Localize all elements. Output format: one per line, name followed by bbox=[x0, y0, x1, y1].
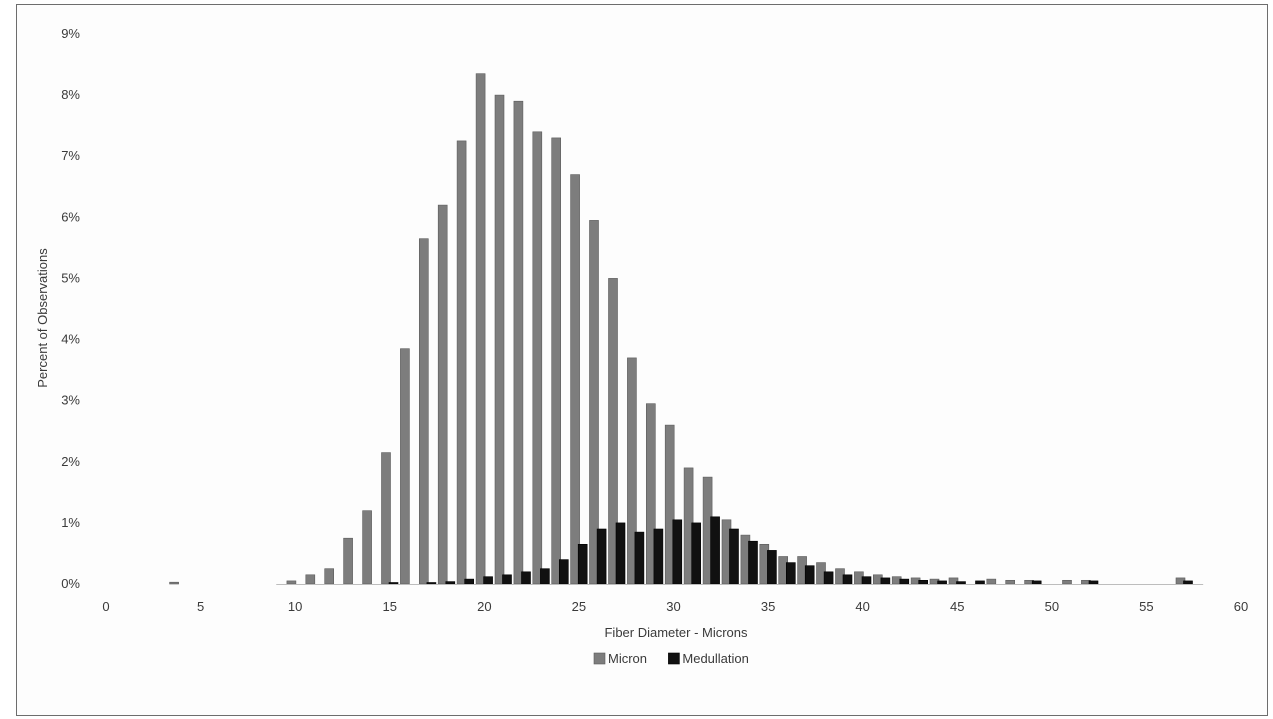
medullation-bar bbox=[880, 577, 891, 585]
medullation-bar bbox=[464, 578, 475, 585]
micron-bar bbox=[570, 174, 580, 585]
x-tick-label: 60 bbox=[1234, 599, 1248, 614]
y-tick-label: 0% bbox=[61, 576, 80, 591]
y-tick-label: 1% bbox=[61, 515, 80, 530]
micron-bar bbox=[169, 581, 179, 585]
x-tick-label: 30 bbox=[666, 599, 680, 614]
x-tick-label: 35 bbox=[761, 599, 775, 614]
medullation-bar bbox=[956, 581, 966, 585]
medullation-bar bbox=[577, 543, 588, 585]
medullation-bar bbox=[653, 528, 664, 585]
x-tick-label: 40 bbox=[855, 599, 869, 614]
y-tick-label: 6% bbox=[61, 209, 80, 224]
x-tick-label: 10 bbox=[288, 599, 302, 614]
x-tick-label: 50 bbox=[1045, 599, 1059, 614]
medullation-bar bbox=[918, 579, 929, 585]
y-tick-label: 9% bbox=[61, 26, 80, 41]
y-axis-ticks: 0% 1% 2% 3% 4% 5% 6% 7% 8% 9% bbox=[61, 26, 80, 591]
legend-label: Micron bbox=[608, 651, 647, 666]
medullation-bar bbox=[899, 578, 910, 585]
medullation-bar bbox=[558, 559, 569, 585]
x-tick-label: 20 bbox=[477, 599, 491, 614]
medullation-bar bbox=[540, 568, 550, 585]
micron-bar bbox=[456, 140, 467, 585]
micron-bar bbox=[1062, 579, 1072, 585]
medullation-bar bbox=[672, 519, 683, 585]
micron-bar bbox=[305, 574, 316, 585]
medullation-bar bbox=[1031, 580, 1042, 585]
x-axis-title: Fiber Diameter - Microns bbox=[604, 625, 748, 640]
bar-series bbox=[169, 73, 1193, 585]
medullation-bar bbox=[975, 580, 985, 585]
micron-bar bbox=[475, 73, 486, 585]
x-tick-label: 55 bbox=[1139, 599, 1153, 614]
chart-frame bbox=[16, 4, 1268, 716]
x-tick-label: 15 bbox=[383, 599, 397, 614]
y-tick-label: 5% bbox=[61, 270, 80, 285]
legend-label: Medullation bbox=[682, 651, 749, 666]
micron-bar bbox=[1005, 579, 1016, 585]
medullation-bar bbox=[615, 522, 626, 585]
legend-swatch bbox=[668, 652, 680, 665]
medullation-bar bbox=[634, 531, 645, 585]
medullation-bar bbox=[937, 580, 947, 585]
medullation-bar bbox=[388, 582, 399, 585]
micron-bar bbox=[986, 578, 997, 585]
medullation-bar bbox=[1183, 580, 1193, 585]
y-tick-label: 7% bbox=[61, 148, 80, 163]
x-axis-ticks: 0 5 10 15 20 25 30 35 40 45 50 55 60 bbox=[102, 599, 1248, 614]
micron-bar bbox=[400, 348, 410, 585]
micron-bar bbox=[381, 452, 391, 585]
micron-bar bbox=[418, 238, 429, 585]
medullation-bar bbox=[785, 562, 796, 585]
medullation-bar bbox=[426, 582, 437, 585]
micron-bar bbox=[286, 580, 297, 585]
micron-bar bbox=[551, 137, 562, 585]
micron-bar bbox=[513, 100, 524, 585]
micron-bar bbox=[437, 204, 448, 585]
y-tick-label: 2% bbox=[61, 454, 80, 469]
medullation-bar bbox=[729, 528, 739, 585]
medullation-bar bbox=[861, 576, 872, 585]
medullation-bar bbox=[691, 522, 702, 585]
medullation-bar bbox=[842, 574, 853, 585]
micron-bar bbox=[362, 510, 372, 585]
micron-bar bbox=[343, 537, 353, 585]
medullation-bar bbox=[521, 571, 531, 585]
medullation-bar bbox=[710, 516, 720, 585]
medullation-bar bbox=[483, 576, 493, 585]
x-tick-label: 0 bbox=[102, 599, 109, 614]
micron-bar bbox=[532, 131, 543, 585]
x-tick-label: 5 bbox=[197, 599, 204, 614]
medullation-bar bbox=[1088, 580, 1099, 585]
micron-bar bbox=[494, 94, 505, 585]
medullation-bar bbox=[445, 581, 456, 585]
medullation-bar bbox=[804, 565, 815, 585]
medullation-bar bbox=[823, 571, 834, 585]
micron-bar bbox=[324, 568, 335, 585]
y-tick-label: 3% bbox=[61, 393, 80, 408]
medullation-bar bbox=[748, 540, 758, 585]
medullation-bar bbox=[767, 550, 777, 585]
legend-swatch bbox=[593, 652, 606, 665]
y-axis-title: Percent of Observations bbox=[35, 248, 50, 388]
x-tick-label: 45 bbox=[950, 599, 964, 614]
medullation-bar bbox=[502, 574, 512, 585]
y-tick-label: 8% bbox=[61, 87, 80, 102]
legend: Micron Medullation bbox=[593, 651, 749, 666]
x-tick-label: 25 bbox=[572, 599, 586, 614]
y-tick-label: 4% bbox=[61, 332, 80, 347]
medullation-bar bbox=[596, 528, 607, 585]
